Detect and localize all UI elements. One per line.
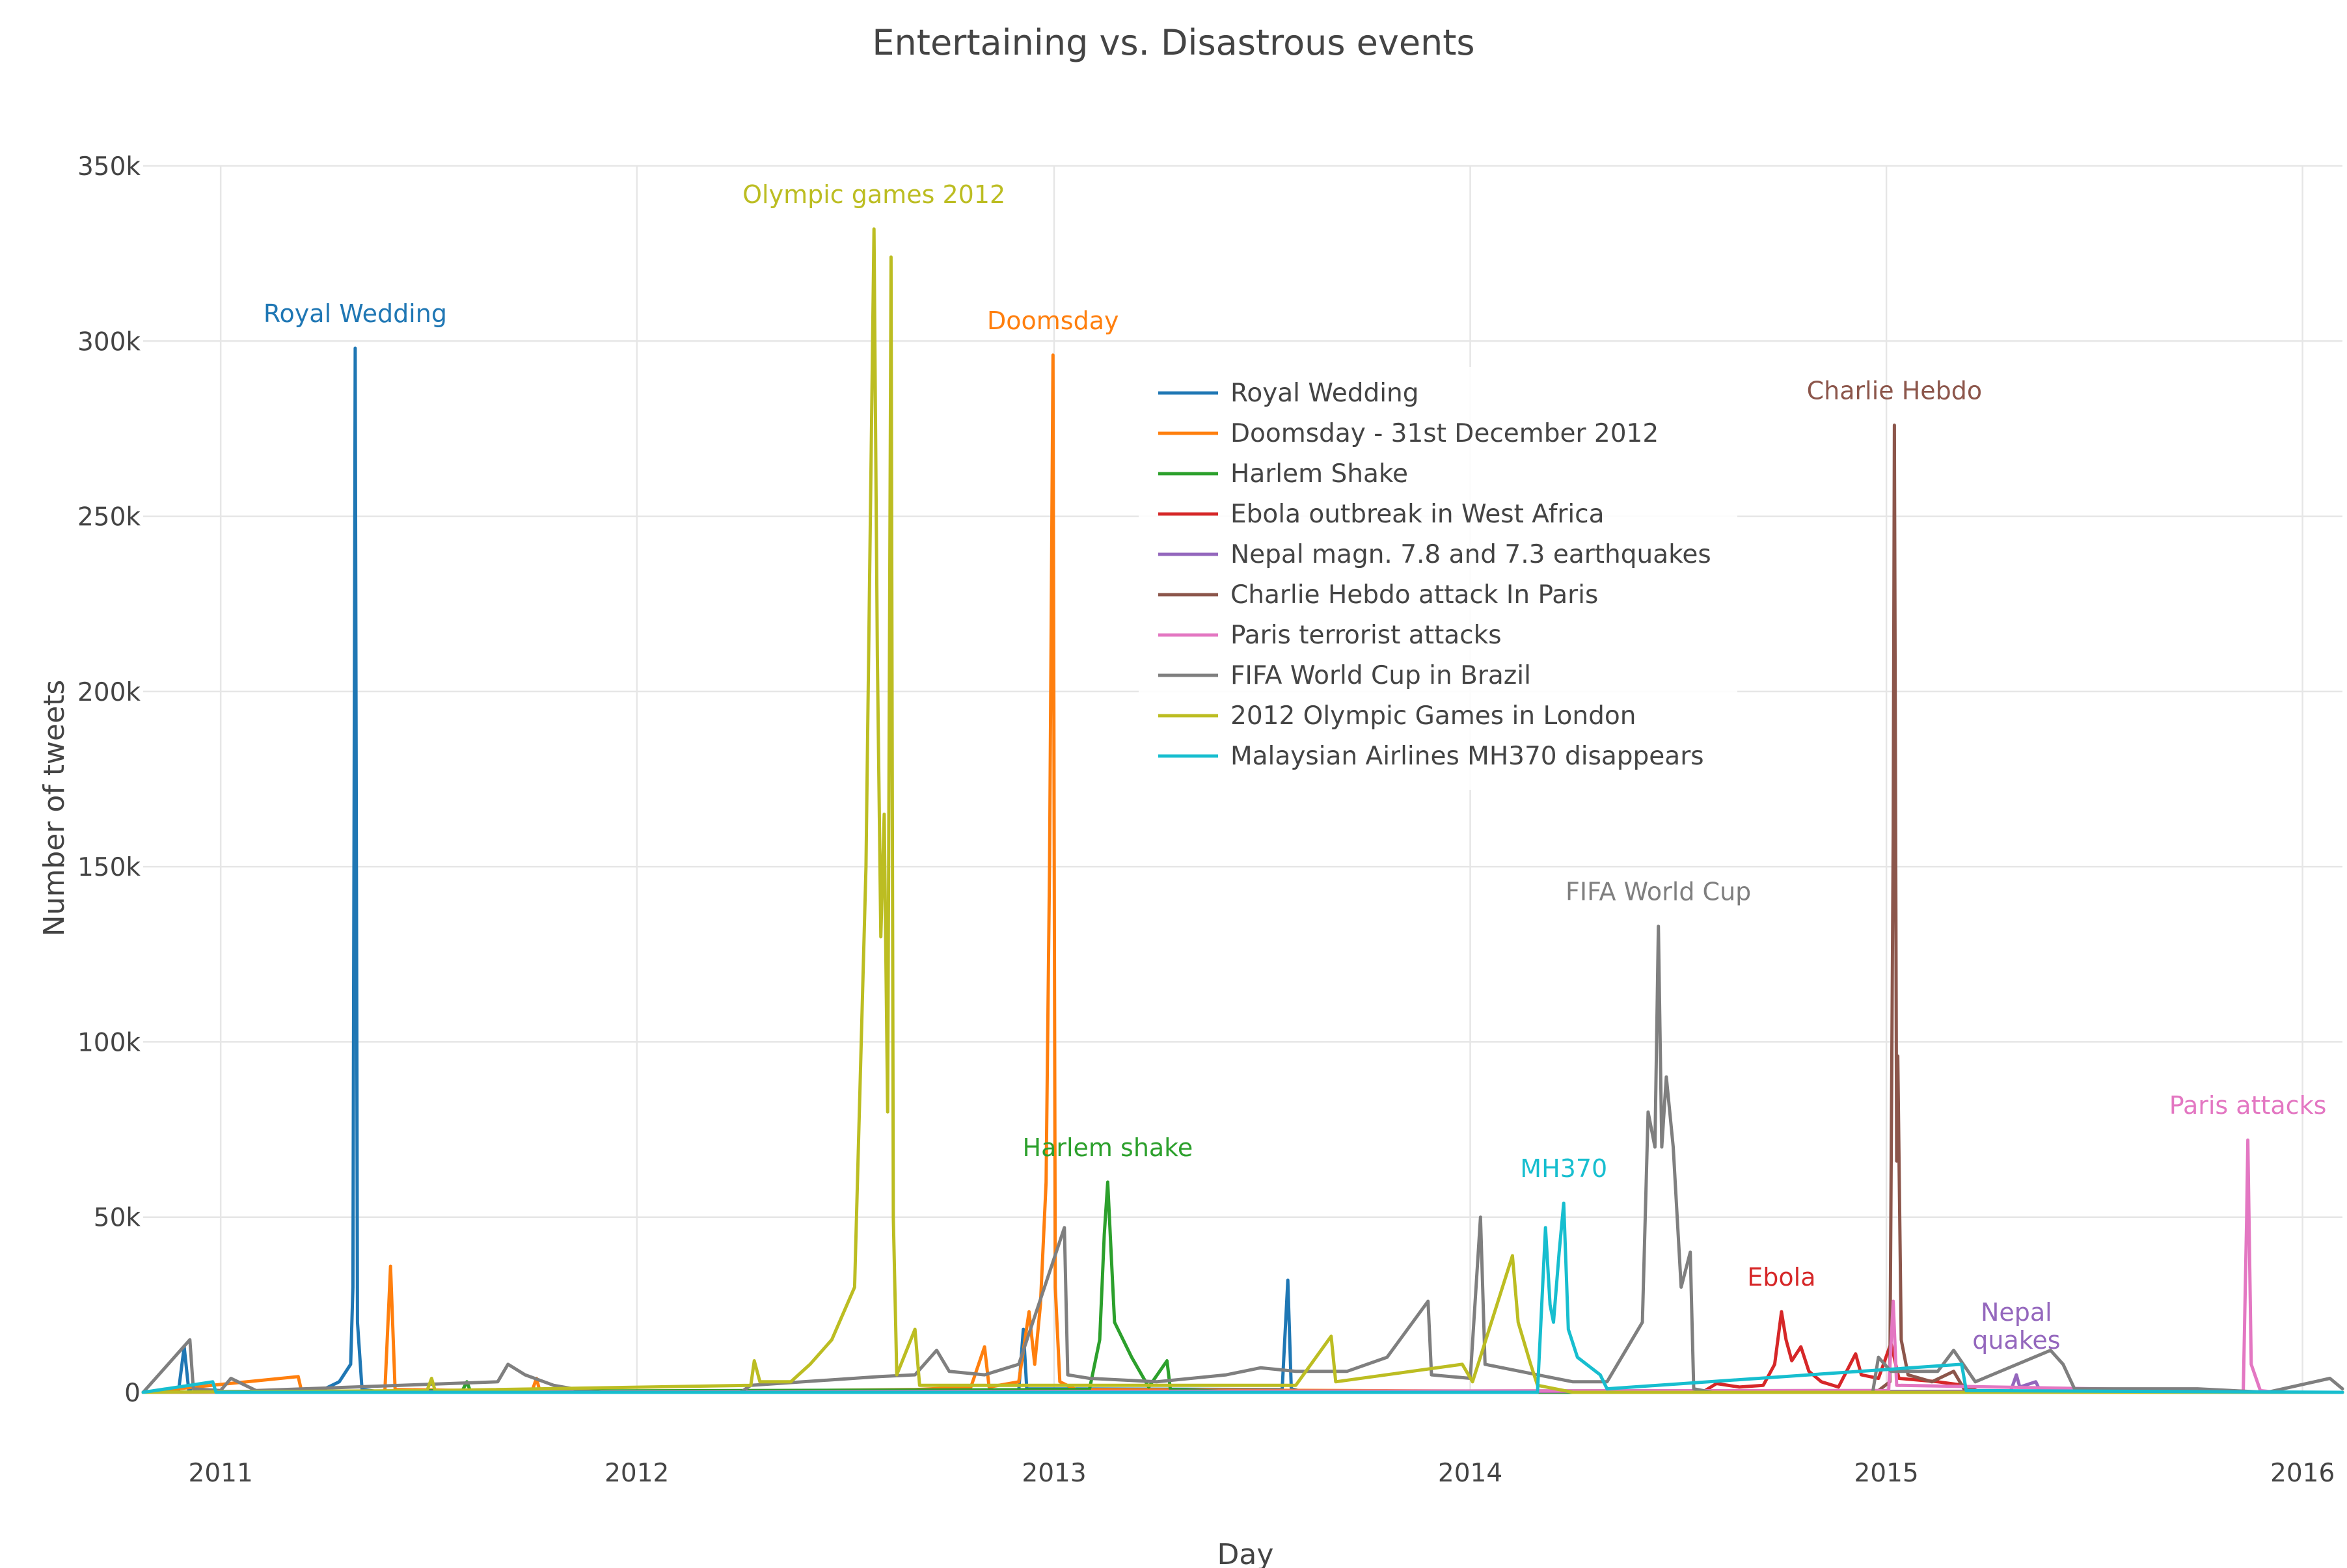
legend-label: Royal Wedding xyxy=(1230,379,1419,408)
x-tick-label: 2015 xyxy=(1854,1459,1918,1488)
legend-label: 2012 Olympic Games in London xyxy=(1230,701,1636,731)
y-tick-label: 0 xyxy=(124,1379,141,1408)
legend-item[interactable]: Ebola outbreak in West Africa xyxy=(1158,500,1605,529)
series-line xyxy=(141,925,2344,1394)
legend-label: Doomsday - 31st December 2012 xyxy=(1230,419,1659,448)
x-tick-label: 2014 xyxy=(1438,1459,1502,1488)
legend-label: Harlem Shake xyxy=(1230,459,1408,489)
legend-background xyxy=(1139,367,1737,790)
annotation-label: Charlie Hebdo xyxy=(1807,377,1983,405)
x-tick-label: 2012 xyxy=(604,1459,669,1488)
series-line xyxy=(141,227,2344,1394)
annotation-label: Paris attacks xyxy=(2169,1091,2327,1120)
annotations: Royal Wedding Olympic games 2012 Doomsday C… xyxy=(264,180,2327,1355)
legend-item[interactable]: Charlie Hebdo attack In Paris xyxy=(1158,580,1598,610)
annotation-label: Nepal xyxy=(1981,1298,2052,1327)
legend-label: FIFA World Cup in Brazil xyxy=(1230,661,1531,690)
annotation-label: Ebola xyxy=(1747,1263,1815,1291)
y-tick-label: 100k xyxy=(77,1028,141,1057)
annotation-label: Olympic games 2012 xyxy=(742,180,1005,209)
legend-label: Charlie Hebdo attack In Paris xyxy=(1230,580,1598,610)
x-tick-label: 2016 xyxy=(2270,1459,2335,1488)
legend-item[interactable]: Paris terrorist attacks xyxy=(1158,621,1502,650)
series-lines xyxy=(141,227,2344,1394)
y-tick-label: 300k xyxy=(77,327,141,357)
x-tick-label: 2011 xyxy=(189,1459,253,1488)
y-tick-label: 350k xyxy=(77,152,141,182)
legend-item[interactable]: 2012 Olympic Games in London xyxy=(1158,701,1636,731)
series-line xyxy=(141,1180,2344,1394)
x-axis-title: Day xyxy=(1217,1538,1274,1568)
legend-item[interactable]: Malaysian Airlines MH370 disappears xyxy=(1158,742,1704,771)
annotation-label: quakes xyxy=(1972,1326,2060,1355)
series-line xyxy=(141,1201,2344,1394)
legend: Royal Wedding Doomsday - 31st December 20… xyxy=(1139,367,1737,790)
y-tick-label: 200k xyxy=(77,678,141,707)
y-tick-label: 50k xyxy=(94,1204,141,1233)
y-tick-label: 250k xyxy=(77,503,141,532)
chart-title: Entertaining vs. Disastrous events xyxy=(872,22,1475,63)
annotation-label: MH370 xyxy=(1520,1154,1607,1183)
legend-item[interactable]: Royal Wedding xyxy=(1158,379,1419,408)
y-tick-label: 150k xyxy=(77,853,141,882)
x-tick-label: 2013 xyxy=(1022,1459,1086,1488)
annotation-label: FIFA World Cup xyxy=(1566,878,1751,906)
legend-item[interactable]: Nepal magn. 7.8 and 7.3 earthquakes xyxy=(1158,540,1711,569)
x-axis-ticks: 2011 2012 2013 2014 2015 2016 xyxy=(189,1459,2335,1488)
legend-label: Ebola outbreak in West Africa xyxy=(1230,500,1605,529)
legend-item[interactable]: Doomsday - 31st December 2012 xyxy=(1158,419,1659,448)
legend-item[interactable]: Harlem Shake xyxy=(1158,459,1408,489)
y-axis-ticks: 0 50k 100k 150k 200k 250k 300k 350k xyxy=(77,152,141,1408)
y-axis-title: Number of tweets xyxy=(38,680,71,937)
legend-label: Paris terrorist attacks xyxy=(1230,621,1502,650)
legend-label: Malaysian Airlines MH370 disappears xyxy=(1230,742,1704,771)
legend-label: Nepal magn. 7.8 and 7.3 earthquakes xyxy=(1230,540,1711,569)
annotation-label: Royal Wedding xyxy=(264,299,447,328)
annotation-label: Harlem shake xyxy=(1023,1133,1193,1162)
annotation-label: Doomsday xyxy=(987,306,1119,335)
series-line xyxy=(141,1310,2344,1394)
series-line xyxy=(141,353,2344,1394)
legend-item[interactable]: FIFA World Cup in Brazil xyxy=(1158,661,1531,690)
